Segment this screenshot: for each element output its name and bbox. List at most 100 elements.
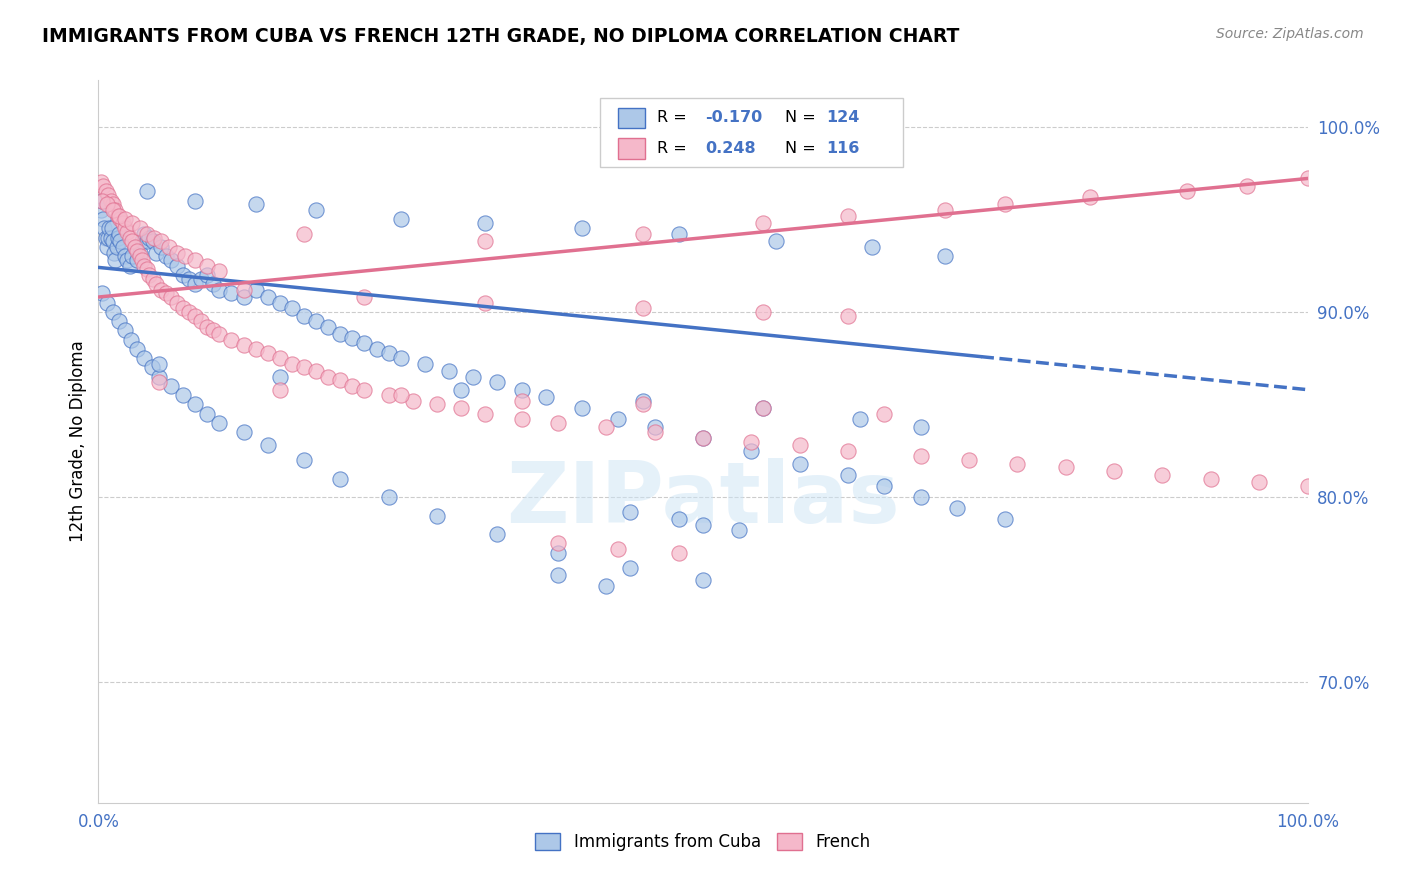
Point xyxy=(256,290,278,304)
Point xyxy=(1054,460,1077,475)
Point xyxy=(101,197,124,211)
Point xyxy=(402,393,425,408)
Point xyxy=(534,390,557,404)
Point xyxy=(329,472,352,486)
Point xyxy=(114,212,136,227)
Point xyxy=(1102,464,1125,478)
Point xyxy=(269,351,291,366)
Point xyxy=(105,240,128,254)
Point xyxy=(184,309,207,323)
Point xyxy=(184,397,207,411)
Point xyxy=(692,574,714,588)
Point xyxy=(619,560,641,574)
Point xyxy=(90,202,112,217)
Point xyxy=(1236,178,1258,193)
Point xyxy=(166,259,188,273)
Point xyxy=(910,419,932,434)
Point xyxy=(510,383,533,397)
Point xyxy=(208,283,231,297)
Point xyxy=(595,419,617,434)
Point xyxy=(91,178,114,193)
Point xyxy=(934,249,956,263)
Text: 0.248: 0.248 xyxy=(706,141,756,156)
Point xyxy=(114,249,136,263)
Point xyxy=(631,227,654,241)
Y-axis label: 12th Grade, No Diploma: 12th Grade, No Diploma xyxy=(69,341,87,542)
Point xyxy=(510,393,533,408)
Point xyxy=(292,227,315,241)
FancyBboxPatch shape xyxy=(619,138,645,159)
Point xyxy=(94,185,117,199)
Point xyxy=(692,517,714,532)
Point xyxy=(96,240,118,254)
Point xyxy=(486,376,509,390)
Point xyxy=(837,467,859,482)
Point xyxy=(413,357,436,371)
Point xyxy=(121,235,143,249)
Point xyxy=(103,245,125,260)
Point xyxy=(155,286,177,301)
Point xyxy=(873,479,896,493)
Point xyxy=(121,249,143,263)
Point xyxy=(946,501,969,516)
FancyBboxPatch shape xyxy=(619,108,645,128)
Point xyxy=(305,364,328,378)
Point xyxy=(97,231,120,245)
Point xyxy=(100,221,122,235)
Point xyxy=(256,345,278,359)
Point xyxy=(245,283,267,297)
Point xyxy=(142,271,165,285)
Point xyxy=(195,407,218,421)
Point xyxy=(837,209,859,223)
Point xyxy=(668,512,690,526)
Point xyxy=(692,431,714,445)
Point xyxy=(342,379,364,393)
Point xyxy=(752,305,775,319)
Point xyxy=(118,259,141,273)
Point xyxy=(145,245,167,260)
Legend: Immigrants from Cuba, French: Immigrants from Cuba, French xyxy=(527,825,879,860)
Point xyxy=(221,286,243,301)
Point xyxy=(91,212,114,227)
Point xyxy=(190,271,212,285)
Text: 116: 116 xyxy=(827,141,859,156)
Point xyxy=(631,397,654,411)
Point xyxy=(474,407,496,421)
Point xyxy=(994,197,1017,211)
Point xyxy=(138,268,160,282)
Point xyxy=(107,209,129,223)
Point xyxy=(101,305,124,319)
Point xyxy=(740,443,762,458)
Point xyxy=(450,383,472,397)
Point xyxy=(934,202,956,217)
Point xyxy=(135,185,157,199)
Point xyxy=(631,301,654,315)
Point xyxy=(269,383,291,397)
Point xyxy=(127,342,149,356)
Point xyxy=(281,357,304,371)
Point xyxy=(232,290,254,304)
Point xyxy=(100,231,122,245)
Point xyxy=(281,301,304,315)
Point xyxy=(752,401,775,416)
Point xyxy=(128,245,150,260)
Point xyxy=(245,197,267,211)
Point xyxy=(195,259,218,273)
Point xyxy=(957,453,980,467)
Point xyxy=(138,231,160,245)
Point xyxy=(120,333,142,347)
Point xyxy=(450,401,472,416)
Point xyxy=(202,323,225,337)
Point xyxy=(100,194,122,208)
Point xyxy=(607,412,630,426)
Point xyxy=(166,245,188,260)
Point xyxy=(91,194,114,208)
Point xyxy=(160,252,183,267)
Point xyxy=(692,431,714,445)
Point xyxy=(135,235,157,249)
Point xyxy=(94,231,117,245)
Point xyxy=(366,342,388,356)
Point xyxy=(668,227,690,241)
Point xyxy=(117,225,139,239)
Point xyxy=(752,216,775,230)
